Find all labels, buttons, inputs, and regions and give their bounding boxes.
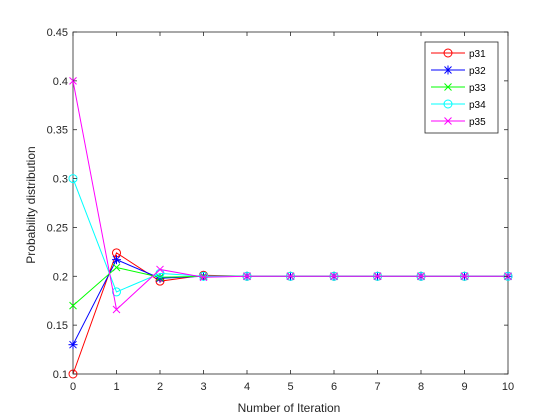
legend-marker <box>444 117 452 125</box>
y-tick-label: 0.3 <box>53 174 68 186</box>
y-tick-label: 0.35 <box>47 125 68 137</box>
x-axis-label: Number of Iteration <box>238 401 341 415</box>
x-tick-label: 4 <box>244 381 250 393</box>
data-point-p35 <box>243 272 251 281</box>
data-point-p34 <box>112 287 121 297</box>
legend-marker <box>444 83 452 91</box>
legend: p31 p32 p33 p34 p35 <box>424 41 499 134</box>
data-point-p35 <box>417 272 425 281</box>
y-tick-label: 0.2 <box>53 271 68 283</box>
data-point-p32 <box>155 273 165 283</box>
x-tick-label: 1 <box>113 381 119 393</box>
series-p35 <box>69 77 512 314</box>
data-point-p35 <box>199 273 208 282</box>
legend-item-p31: p31 <box>431 48 486 60</box>
x-tick-label: 8 <box>418 381 424 393</box>
y-tick-label: 0.4 <box>53 76 68 88</box>
data-point-p32 <box>68 340 78 350</box>
data-point-p33 <box>112 263 121 272</box>
data-point-p33 <box>69 301 77 310</box>
data-point-p35 <box>330 272 338 281</box>
legend-label: p32 <box>469 66 486 77</box>
data-point-p35 <box>286 272 295 281</box>
y-tick-label: 0.15 <box>47 320 68 332</box>
legend-marker <box>443 48 453 58</box>
legend-label: p33 <box>469 83 486 94</box>
legend-item-p33: p33 <box>431 83 486 94</box>
x-tick-label: 0 <box>70 381 76 393</box>
x-tick-label: 3 <box>200 381 206 393</box>
legend-item-p34: p34 <box>431 99 486 111</box>
y-tick-label: 0.25 <box>47 222 68 234</box>
legend-marker <box>443 99 453 109</box>
tick-layer: 0 1 2 3 4 5 6 7 8 9 10 0.1 0.15 0.2 0.25 0.3 0.35 0.4 0.45 <box>47 27 515 393</box>
data-point-p32 <box>112 255 121 265</box>
data-point-p35 <box>373 272 382 281</box>
legend-item-p32: p32 <box>431 65 486 77</box>
x-tick-label: 9 <box>461 381 467 393</box>
legend-label: p34 <box>469 100 486 111</box>
legend-item-p35: p35 <box>431 117 486 128</box>
x-tick-label: 10 <box>502 381 514 393</box>
x-tick-label: 2 <box>157 381 163 393</box>
legend-label: p35 <box>469 117 486 128</box>
y-tick-label: 0.45 <box>47 27 68 39</box>
x-tick-label: 6 <box>331 381 337 393</box>
data-point-p35 <box>156 265 164 274</box>
legend-marker <box>443 65 453 75</box>
y-tick-label: 0.1 <box>53 369 68 381</box>
x-tick-label: 5 <box>287 381 293 393</box>
data-point-p35 <box>112 305 121 314</box>
legend-label: p31 <box>469 49 486 60</box>
series-layer <box>68 77 513 379</box>
x-tick-label: 7 <box>374 381 380 393</box>
y-axis-label: Probability distribution <box>24 146 38 263</box>
data-point-p35 <box>460 272 469 281</box>
